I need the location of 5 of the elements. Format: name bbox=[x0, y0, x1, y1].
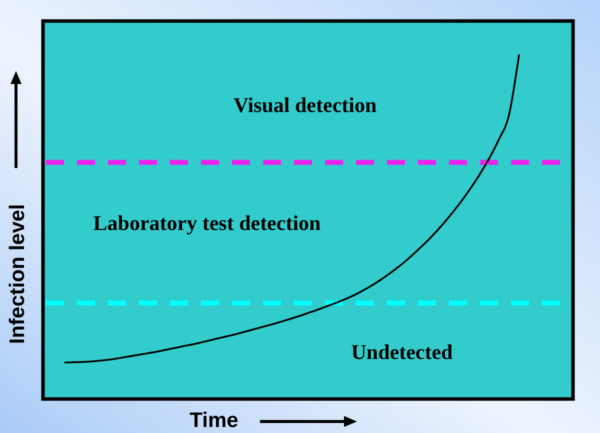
y-axis-title: Infection level bbox=[6, 204, 29, 344]
annotation: Visual detection bbox=[233, 93, 377, 117]
annotation: Laboratory test detection bbox=[93, 211, 322, 235]
x-axis-title: Time bbox=[190, 409, 238, 432]
annotation: Undetected bbox=[351, 340, 454, 364]
